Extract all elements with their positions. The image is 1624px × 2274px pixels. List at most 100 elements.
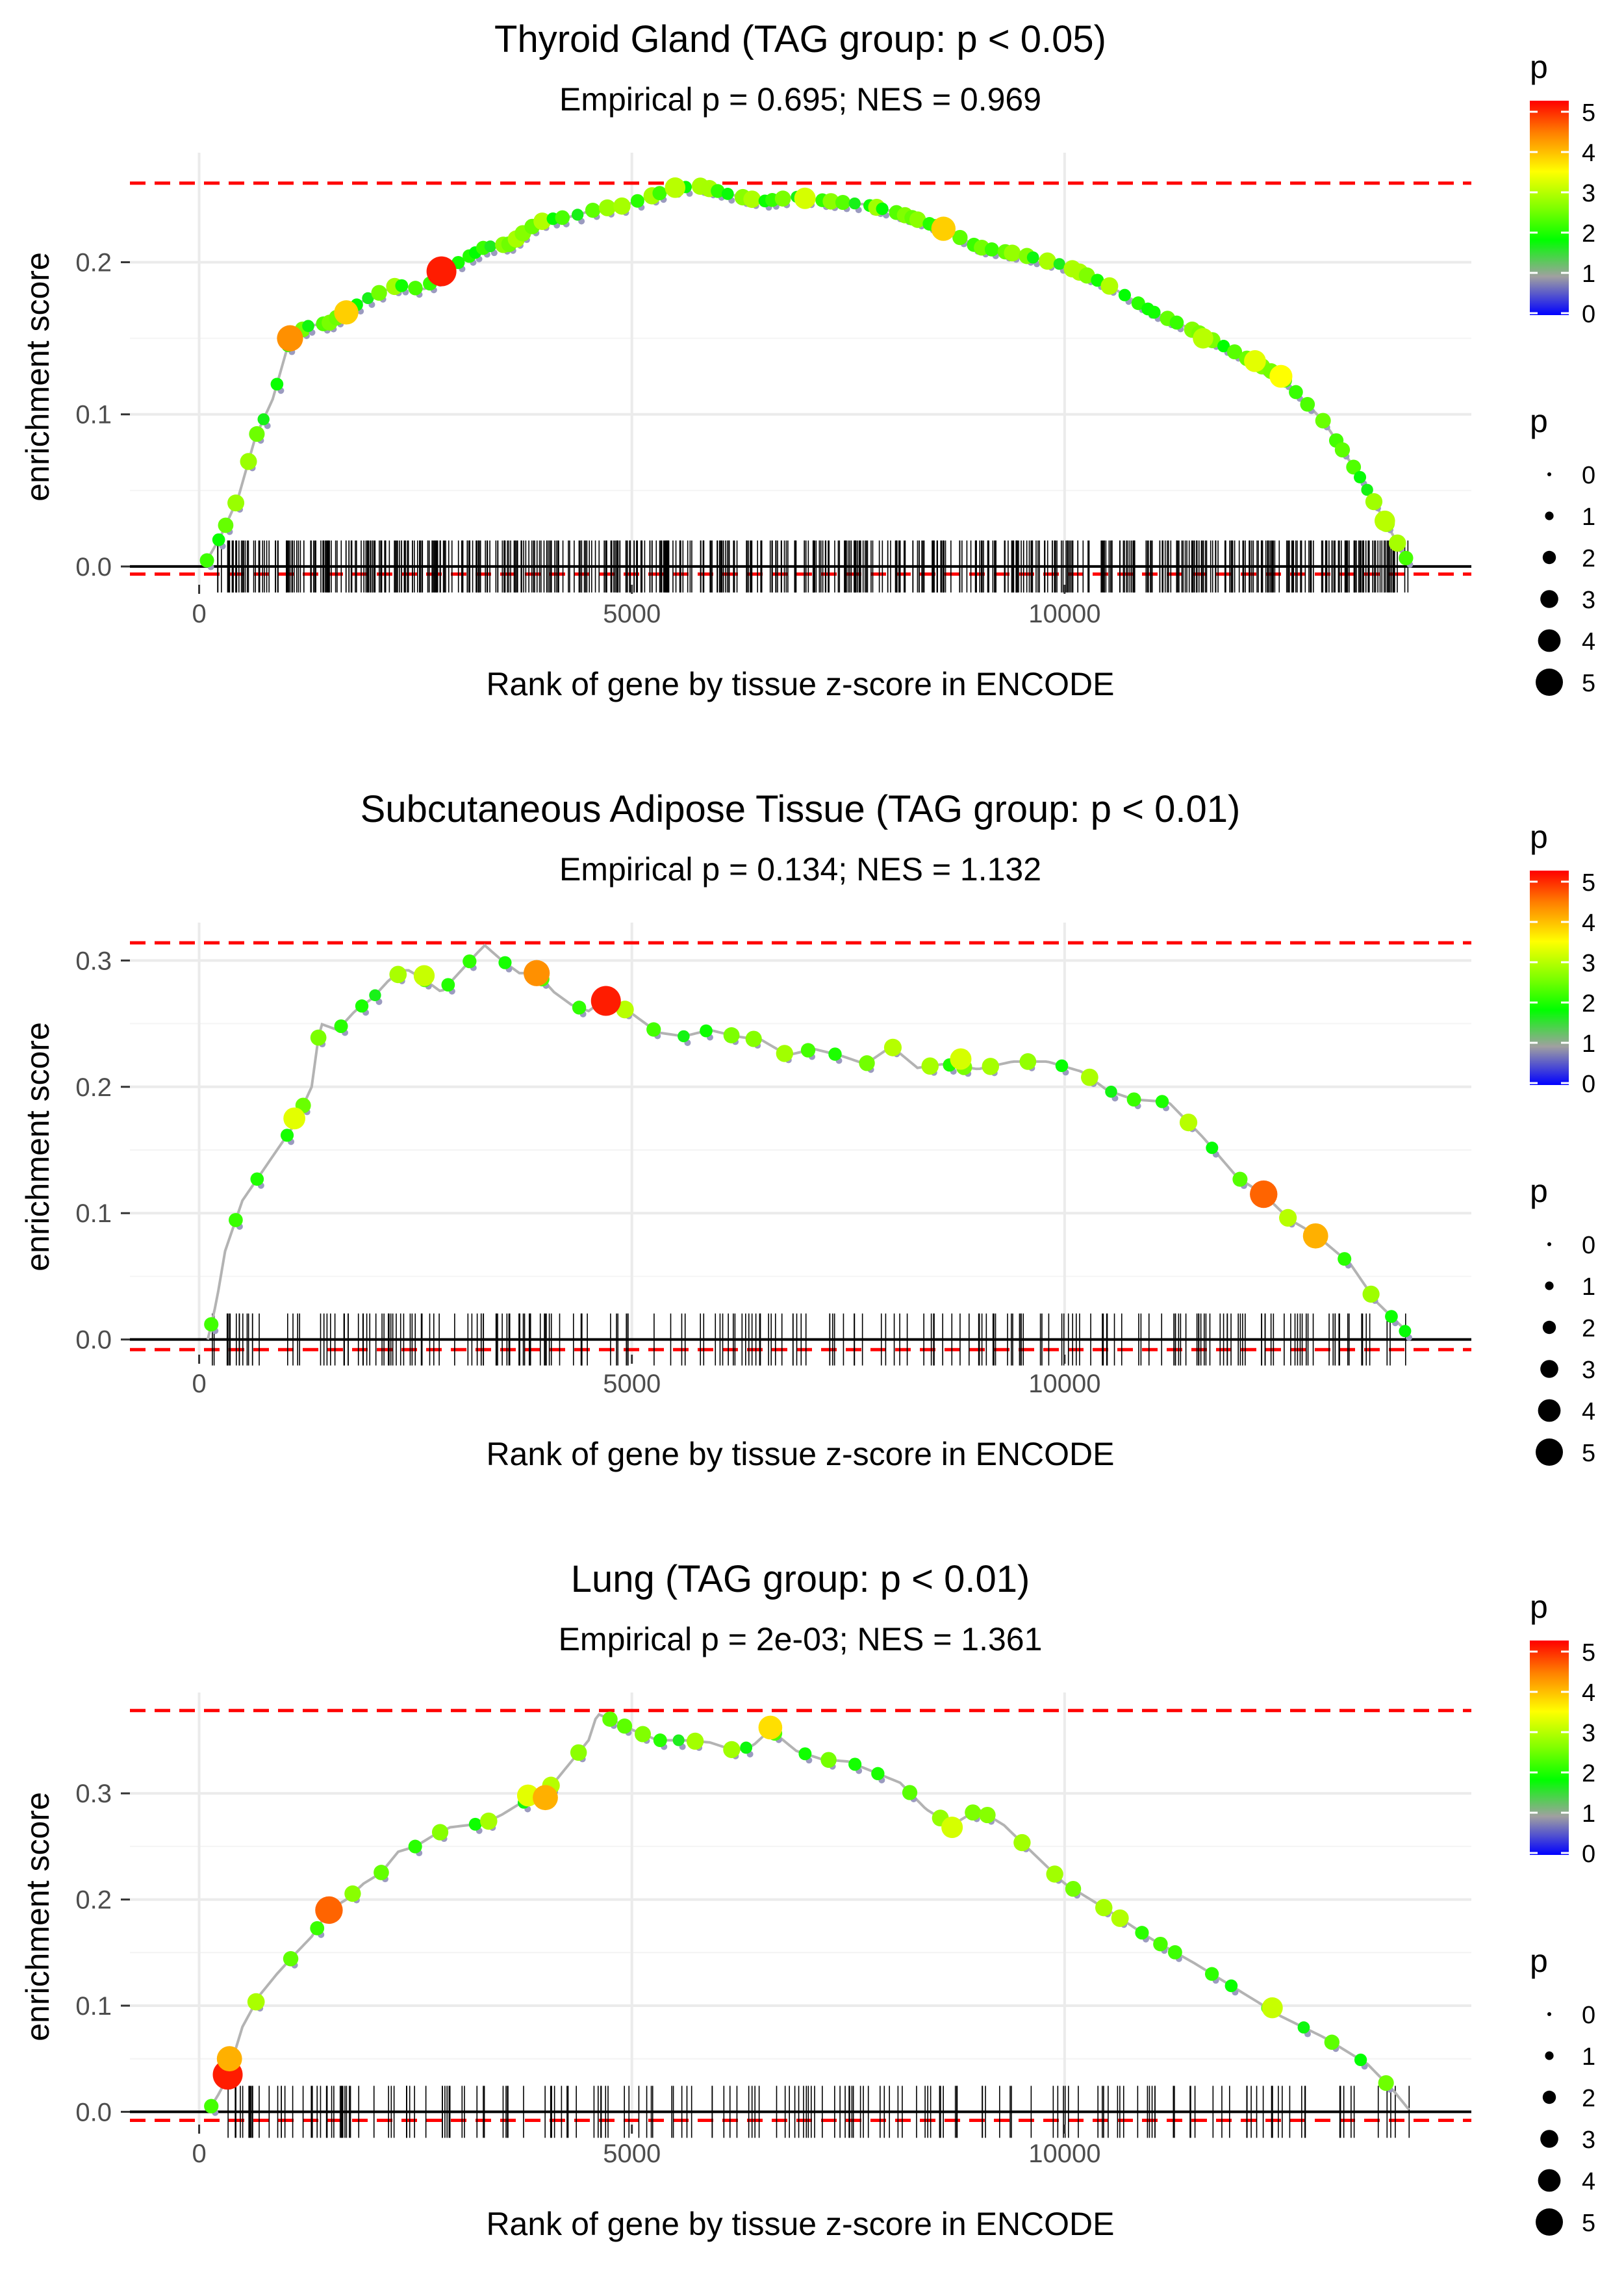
data-point bbox=[646, 1022, 661, 1037]
highlight-point bbox=[931, 216, 956, 241]
data-point bbox=[1224, 1979, 1238, 1993]
colorbar-label: 1 bbox=[1582, 261, 1595, 288]
data-point bbox=[310, 1029, 327, 1046]
x-tick-label: 0 bbox=[192, 600, 206, 628]
data-point bbox=[1206, 1142, 1219, 1155]
data-point bbox=[1095, 1898, 1113, 1917]
panel-thyroid-gland: Thyroid Gland (TAG group: p < 0.05) Empi… bbox=[19, 18, 1595, 702]
size-legend-label: 4 bbox=[1582, 1398, 1595, 1425]
data-point bbox=[204, 1317, 219, 1332]
size-legend-dot bbox=[1542, 2090, 1556, 2104]
data-point bbox=[369, 989, 381, 1002]
data-point bbox=[1100, 277, 1119, 295]
color-legend: p 5 4 3 2 1 0 bbox=[1530, 819, 1595, 1098]
data-point bbox=[822, 193, 839, 210]
data-point bbox=[1155, 1095, 1169, 1108]
colorbar-label: 5 bbox=[1582, 869, 1595, 897]
data-point bbox=[1365, 493, 1383, 511]
size-legend-label: 3 bbox=[1582, 2127, 1595, 2154]
color-legend: p 5 4 3 2 1 0 bbox=[1530, 1589, 1595, 1868]
size-legend-label: 0 bbox=[1582, 462, 1595, 489]
data-point bbox=[1324, 2034, 1340, 2050]
data-point bbox=[828, 1047, 842, 1061]
data-point bbox=[965, 1804, 982, 1821]
colorbar-label: 1 bbox=[1582, 1030, 1595, 1058]
data-point bbox=[1388, 534, 1406, 552]
highlight-point bbox=[758, 1715, 783, 1740]
data-point bbox=[280, 1129, 294, 1142]
size-legend-dot bbox=[1540, 590, 1558, 608]
size-legend-dot bbox=[1536, 1438, 1563, 1466]
data-point bbox=[1039, 252, 1056, 270]
data-point bbox=[1091, 274, 1104, 287]
size-legend-dot bbox=[1538, 629, 1561, 652]
chart-subtitle: Empirical p = 2e-03; NES = 1.361 bbox=[559, 1621, 1043, 1657]
highlight-point bbox=[334, 300, 359, 325]
highlight-point bbox=[277, 325, 303, 351]
color-legend-title: p bbox=[1530, 819, 1548, 855]
data-point bbox=[634, 1726, 651, 1743]
size-legend-dot bbox=[1542, 1320, 1556, 1335]
colorbar-labels: 5 4 3 2 1 0 bbox=[1530, 869, 1595, 1098]
data-point bbox=[431, 1824, 449, 1841]
data-point bbox=[1053, 258, 1065, 270]
data-point bbox=[227, 494, 245, 512]
data-point bbox=[921, 1057, 939, 1075]
data-point bbox=[283, 1950, 299, 1967]
y-tick-label: 0.2 bbox=[75, 1886, 112, 1915]
highlight-point bbox=[590, 986, 621, 1016]
size-legend-dot bbox=[1538, 2169, 1561, 2192]
data-point bbox=[389, 965, 407, 984]
highlight-point bbox=[1193, 327, 1213, 349]
data-point bbox=[334, 1019, 348, 1034]
y-tick-label: 0.3 bbox=[75, 947, 112, 975]
data-point bbox=[871, 1767, 885, 1781]
data-point bbox=[310, 1921, 325, 1935]
size-legend-items: 0 1 2 3 4 5 bbox=[1536, 1232, 1595, 1467]
data-point bbox=[800, 1043, 816, 1058]
colorbar-label: 0 bbox=[1582, 301, 1595, 328]
colorbar-label: 0 bbox=[1582, 1841, 1595, 1868]
data-point bbox=[902, 1785, 918, 1800]
data-point bbox=[480, 1812, 498, 1830]
highlight-point bbox=[1250, 1180, 1278, 1208]
panel-lung: Lung (TAG group: p < 0.01) Empirical p =… bbox=[19, 1558, 1595, 2242]
size-legend-label: 3 bbox=[1582, 587, 1595, 614]
colorbar-label: 2 bbox=[1582, 1760, 1595, 1787]
data-point bbox=[984, 242, 999, 257]
size-legend-label: 5 bbox=[1582, 670, 1595, 697]
data-point bbox=[218, 517, 234, 533]
data-point bbox=[776, 1045, 793, 1062]
data-point bbox=[199, 553, 214, 568]
data-point bbox=[1153, 1936, 1168, 1952]
data-point bbox=[1167, 1945, 1182, 1960]
panel-subcutaneous-adipose-tissue: Subcutaneous Adipose Tissue (TAG group: … bbox=[19, 788, 1595, 1472]
y-tick-label: 0.3 bbox=[75, 1780, 112, 1808]
size-legend-items: 0 1 2 3 4 5 bbox=[1536, 2002, 1595, 2237]
y-axis-title: enrichment score bbox=[19, 1022, 56, 1271]
data-point bbox=[723, 1027, 740, 1043]
data-point bbox=[1147, 305, 1161, 319]
x-tick-label: 10000 bbox=[1028, 2140, 1100, 2168]
data-point bbox=[1179, 1113, 1198, 1132]
size-legend-label: 1 bbox=[1582, 504, 1595, 531]
y-tick-label: 0.1 bbox=[75, 1992, 112, 2021]
data-point bbox=[1111, 1909, 1129, 1927]
data-point bbox=[408, 281, 423, 296]
highlight-point bbox=[1374, 510, 1395, 531]
data-point bbox=[740, 1741, 753, 1754]
size-legend-label: 2 bbox=[1582, 1315, 1595, 1342]
data-point bbox=[468, 1817, 482, 1831]
size-legend: p 0 1 2 3 4 5 bbox=[1530, 1173, 1595, 1467]
size-legend-dot bbox=[1542, 550, 1556, 565]
highlight-point bbox=[283, 1107, 306, 1130]
data-point bbox=[371, 285, 387, 301]
size-legend-label: 1 bbox=[1582, 2043, 1595, 2071]
y-tick-label: 0.1 bbox=[75, 401, 112, 429]
chart-title: Lung (TAG group: p < 0.01) bbox=[571, 1558, 1030, 1600]
size-legend-label: 1 bbox=[1582, 1273, 1595, 1301]
data-point bbox=[1399, 1325, 1412, 1338]
x-tick-label: 10000 bbox=[1028, 600, 1100, 628]
data-point bbox=[859, 1055, 875, 1071]
